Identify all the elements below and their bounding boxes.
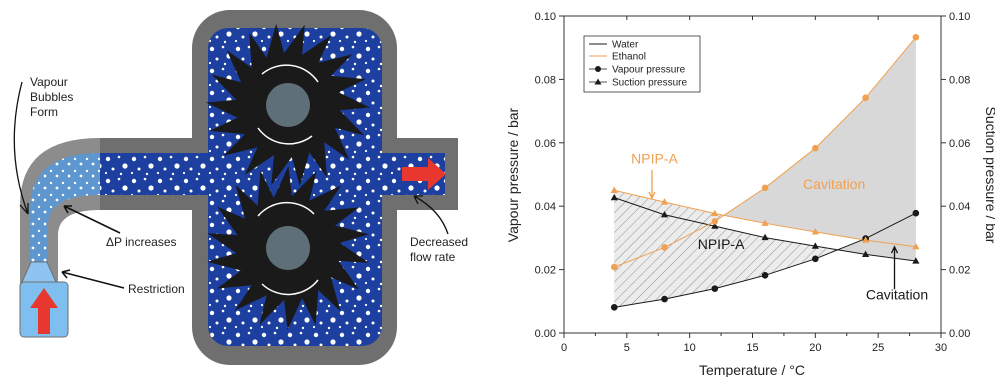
data-point [912, 257, 920, 264]
data-point [761, 233, 769, 241]
data-point [812, 255, 819, 263]
data-point [862, 250, 870, 257]
data-point [812, 144, 819, 152]
y-tick-label: 0.02 [535, 265, 556, 277]
right-y-tick-label: 0.08 [949, 74, 970, 86]
pressure-chart: 0 5 10 15 20 25 300.00 0.000.02 0.020.04 0.040.06… [505, 11, 995, 377]
right-y-tick-label: 0.02 [949, 265, 970, 277]
rotation-arrow-icon [257, 201, 315, 217]
legend-vapour-pressure-label: Vapour pressure [612, 65, 686, 76]
decreased-flow-pointer [413, 195, 449, 235]
right-y-tick-label: 0.10 [949, 11, 970, 23]
x-tick-label: 5 [624, 342, 630, 354]
legend-triangle-marker-icon [594, 78, 602, 85]
data-point [811, 242, 819, 249]
data-point [610, 304, 618, 311]
data-point [661, 295, 668, 303]
legend-circle-marker-icon [595, 66, 601, 72]
x-tick-label: 15 [746, 342, 758, 354]
data-point [912, 209, 920, 217]
y-tick-label: 0.06 [535, 138, 556, 150]
water-npip-a-label: NPIP-A [698, 236, 745, 252]
rotation-arrow-icon [261, 64, 319, 83]
data-point [610, 193, 618, 201]
data-point [912, 33, 920, 41]
vapour-bubbles-label: Vapour Bubbles Form [30, 75, 77, 119]
right-y-tick-label: 0.04 [949, 201, 970, 213]
rotation-arrow-icon [261, 279, 319, 296]
water-cavitation-pointer [890, 245, 899, 290]
data-point [811, 228, 819, 235]
decreased-flow-label: Decreased flow rate [410, 235, 471, 264]
right-y-tick-label: 0.00 [949, 328, 970, 340]
data-point [660, 198, 669, 205]
upper-gear-hub [266, 83, 310, 127]
outlet-arrow-icon [402, 158, 446, 190]
gear-pump-diagram: Vapour Bubbles Form ΔP increases Restric… [13, 10, 471, 365]
dp-increases-pointer [63, 205, 121, 234]
data-point [862, 236, 870, 243]
data-point [660, 210, 669, 218]
lower-gear-hub [266, 226, 310, 270]
y-tick-label: 0.08 [535, 74, 556, 86]
x-tick-label: 30 [935, 342, 947, 354]
x-tick-label: 20 [809, 342, 821, 354]
data-point [862, 94, 869, 102]
data-point [761, 219, 769, 226]
data-point [711, 209, 719, 217]
x-tick-label: 25 [872, 342, 884, 354]
x-axis-title: Temperature / °C [699, 362, 805, 377]
legend: Water Ethanol Vapour pressure Suction pr… [583, 35, 701, 93]
data-point [912, 242, 920, 250]
ethanol-npip-a-label: NPIP-A [631, 150, 678, 166]
right-y-tick-label: 0.06 [949, 138, 970, 150]
x-tick-label: 10 [684, 342, 696, 354]
data-point [610, 186, 618, 193]
data-point [711, 222, 719, 229]
vapour-bubbles-pointer [13, 81, 29, 215]
rotation-arrow-icon [257, 127, 313, 145]
ethanol-npip-a-pointer [648, 169, 656, 200]
restriction-label: Restriction [128, 282, 185, 296]
y-tick-label: 0.04 [535, 201, 556, 213]
restriction-pointer [61, 271, 125, 289]
dp-increases-label: ΔP increases [106, 235, 177, 249]
y-axis-title: Vapour pressure / bar [505, 107, 521, 242]
data-point [711, 218, 719, 225]
inlet-arrow-icon [30, 288, 58, 334]
y-tick-label: 0.10 [535, 11, 556, 23]
data-point [711, 285, 719, 292]
ethanol-cavitation-label: Cavitation [803, 176, 865, 192]
data-point [761, 184, 769, 192]
water-cavitation-label: Cavitation [866, 287, 928, 303]
legend-ethanol-label: Ethanol [612, 52, 646, 63]
right-y-axis-title: Suction pressure / bar [983, 107, 995, 244]
ethanol-cavitation-region [723, 37, 916, 247]
data-point [661, 244, 668, 251]
data-point [761, 272, 769, 279]
y-tick-label: 0.00 [535, 328, 556, 340]
data-point [610, 263, 618, 271]
legend-suction-pressure-label: Suction pressure [612, 78, 687, 89]
x-tick-label: 0 [561, 342, 567, 354]
legend-water-label: Water [612, 40, 639, 51]
